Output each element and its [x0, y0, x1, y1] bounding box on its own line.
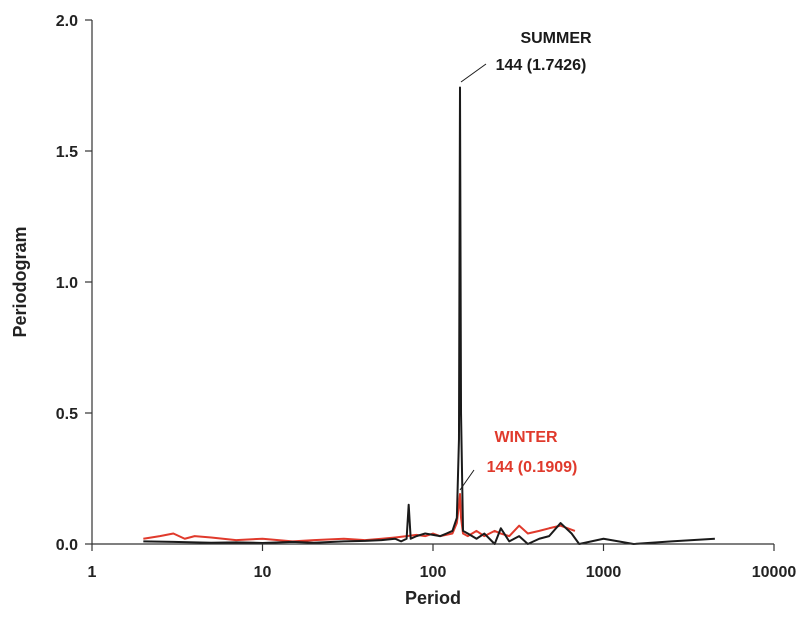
- summer-leader-line: [460, 63, 487, 83]
- y-tick-label: 1.0: [56, 275, 78, 292]
- y-axis-title: Periodogram: [10, 226, 30, 337]
- x-tick-label: 10000: [752, 564, 797, 581]
- series-line-summer: [143, 86, 715, 545]
- x-tick-label: 10: [254, 564, 272, 581]
- winter-annotation-title: WINTER: [494, 429, 558, 446]
- x-axis-title: Period: [405, 588, 461, 608]
- winter-annotation-value: 144 (0.1909): [487, 459, 578, 476]
- x-tick-label: 1000: [586, 564, 622, 581]
- summer-annotation-title: SUMMER: [520, 30, 592, 47]
- y-tick-label: 2.0: [56, 13, 78, 30]
- winter-leader-line: [459, 469, 475, 491]
- annotation-summer: SUMMER 144 (1.7426): [460, 30, 592, 83]
- x-tick-label: 1: [88, 564, 97, 581]
- y-tick-label: 0.5: [56, 406, 78, 423]
- series-layer: [143, 86, 715, 545]
- annotation-winter: WINTER 144 (0.1909): [459, 429, 578, 491]
- y-tick-label: 1.5: [56, 144, 78, 161]
- x-tick-label: 100: [420, 564, 447, 581]
- summer-annotation-value: 144 (1.7426): [496, 57, 587, 74]
- y-tick-label: 0.0: [56, 537, 78, 554]
- x-ticks: 1 10 100 1000 10000: [88, 544, 797, 581]
- y-ticks: 0.0 0.5 1.0 1.5 2.0: [56, 13, 92, 554]
